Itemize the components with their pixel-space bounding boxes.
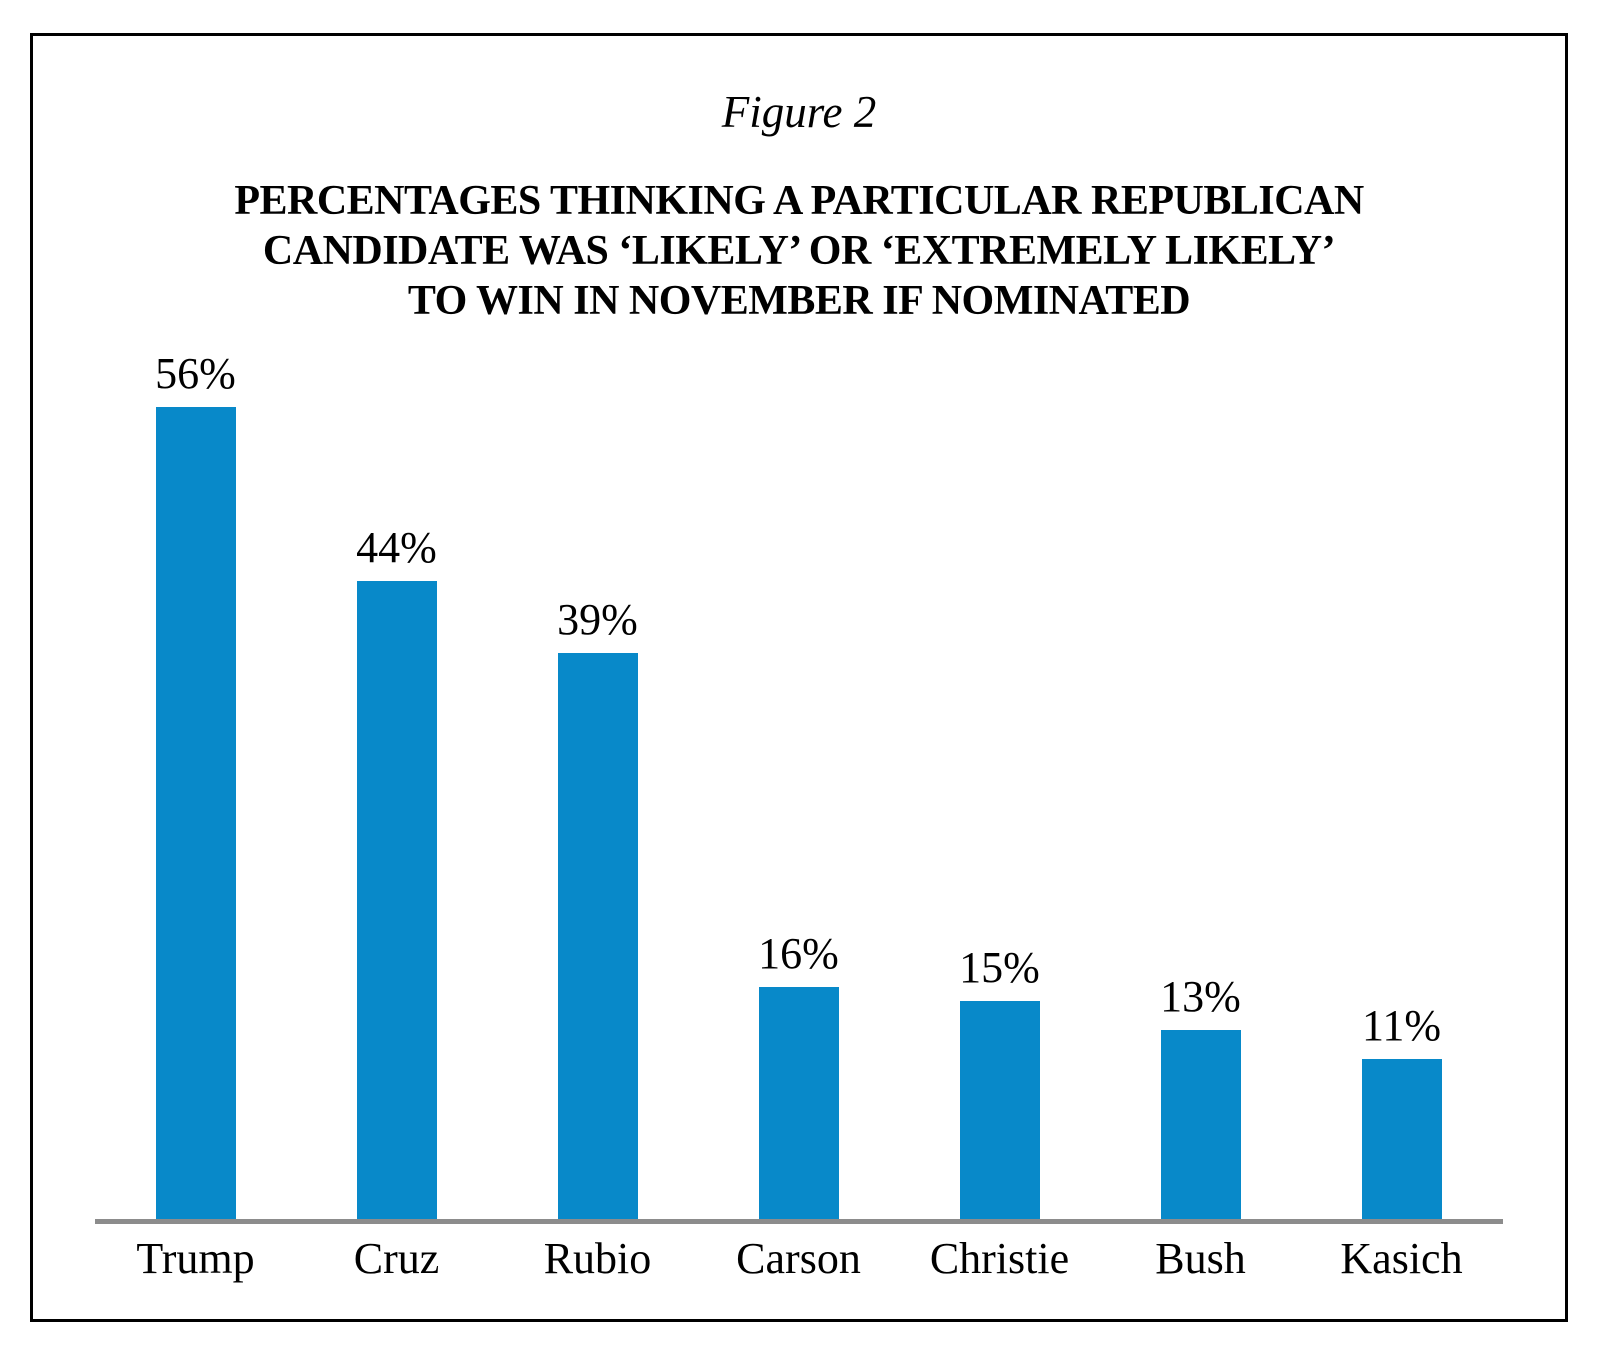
bar bbox=[758, 987, 839, 1219]
category-label: Christie bbox=[929, 1234, 1070, 1283]
bar-value-label: 16% bbox=[758, 929, 839, 978]
bar-group: 44% bbox=[296, 525, 497, 1219]
plot-area: 56% 44% 39% 16% 15% 13% 11% bbox=[95, 344, 1502, 1219]
bar-group: 16% bbox=[698, 931, 899, 1219]
bar-group: 13% bbox=[1100, 974, 1301, 1219]
bar-value-label: 13% bbox=[1160, 972, 1241, 1021]
category-label: Cruz bbox=[353, 1234, 440, 1283]
chart-title: PERCENTAGES THINKING A PARTICULAR REPUBL… bbox=[33, 176, 1565, 326]
category-label: Carson bbox=[736, 1234, 861, 1283]
chart-title-line-3: TO WIN IN NOVEMBER IF NOMINATED bbox=[407, 278, 1191, 324]
bar-group: 56% bbox=[95, 351, 296, 1219]
bar bbox=[557, 653, 638, 1219]
x-axis-line bbox=[95, 1219, 1503, 1224]
bar-group: 15% bbox=[899, 945, 1100, 1219]
category-label: Rubio bbox=[543, 1234, 652, 1283]
figure-label: Figure 2 bbox=[721, 87, 877, 137]
x-axis-labels: Trump Cruz Rubio Carson Christie Bush Ka… bbox=[95, 1232, 1502, 1286]
figure-frame: Figure 2 PERCENTAGES THINKING A PARTICUL… bbox=[30, 33, 1568, 1322]
category-label: Kasich bbox=[1340, 1234, 1463, 1283]
bar-value-label: 39% bbox=[557, 595, 638, 644]
chart-title-line-2: CANDIDATE WAS ‘LIKELY’ OR ‘EXTREMELY LIK… bbox=[262, 228, 1336, 274]
bar-value-label: 15% bbox=[959, 943, 1040, 992]
bar-group: 39% bbox=[497, 597, 698, 1219]
bar-group: 11% bbox=[1301, 1003, 1502, 1219]
category-label: Bush bbox=[1155, 1234, 1246, 1283]
chart-title-line-1: PERCENTAGES THINKING A PARTICULAR REPUBL… bbox=[234, 178, 1364, 224]
bar bbox=[1361, 1059, 1442, 1219]
bar-value-label: 56% bbox=[155, 349, 236, 398]
bar-value-label: 44% bbox=[356, 523, 437, 572]
bar bbox=[959, 1001, 1040, 1219]
bar bbox=[356, 581, 437, 1219]
bar-value-label: 11% bbox=[1361, 1001, 1442, 1050]
category-label: Trump bbox=[136, 1234, 255, 1283]
bar bbox=[155, 407, 236, 1219]
bar bbox=[1160, 1030, 1241, 1219]
